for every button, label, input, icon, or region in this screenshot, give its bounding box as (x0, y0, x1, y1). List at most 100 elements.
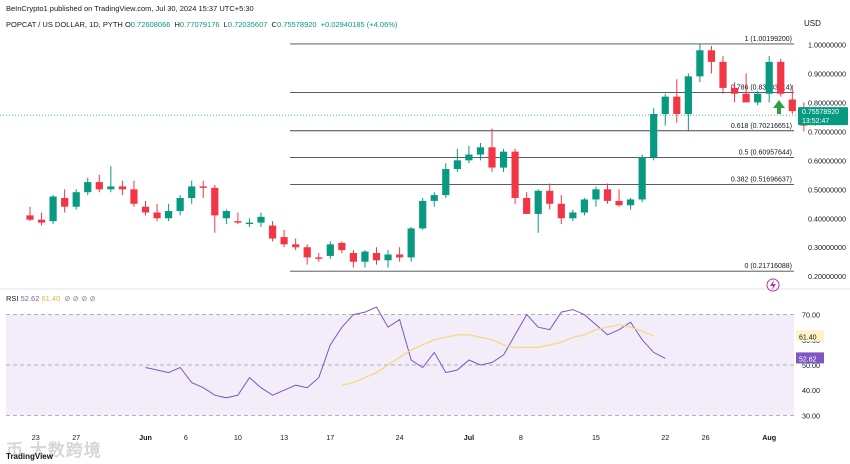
candle-body (188, 186, 196, 198)
fib-levels: 1 (1.00199200) 0.786 (0.83403814) 0.618 (0… (0, 36, 800, 272)
rsi-ma-line (341, 324, 654, 386)
candle-body (118, 186, 126, 190)
fib-label-0: 1 (1.00199200) (745, 36, 792, 43)
price-tick-label: 0.20000000 (808, 272, 846, 281)
candle-body (569, 212, 577, 219)
candle-body (95, 182, 103, 190)
ohlc-open-label: O (124, 20, 131, 29)
date-tick-label: 10 (234, 433, 242, 442)
candle-body (26, 215, 34, 220)
candle-body (684, 76, 692, 114)
tradingview-logo[interactable]: TradingView (6, 452, 53, 461)
date-tick-label: 26 (702, 433, 710, 442)
date-tick-label: Jul (464, 433, 474, 442)
candle-body (430, 195, 438, 201)
date-tick-label: 8 (519, 433, 523, 442)
rsi-ma-tag (796, 330, 824, 342)
price-tags: 0.75578920 13:52:47 61.40 52.62 (796, 107, 848, 364)
chart-icons (766, 100, 785, 292)
rsi-settings-icon[interactable]: ⊘ ⊘ ⊘ ⊘ (64, 294, 96, 303)
date-tick-label: 17 (326, 433, 334, 442)
rsi-tick-label: 50.00 (802, 361, 820, 370)
rsi-label: RSI (6, 294, 19, 303)
candle-body (523, 198, 531, 214)
candle-body (211, 187, 219, 216)
candle-body (719, 61, 727, 88)
candle-body (603, 189, 612, 201)
candle-body (199, 186, 207, 188)
candle-body (49, 196, 57, 222)
rsi-line (145, 306, 666, 399)
candle-body (465, 154, 473, 161)
candle-body (476, 147, 485, 155)
candle-body (661, 96, 669, 114)
rsi-tick-label: 70.00 (802, 311, 820, 320)
rsi-lines (145, 306, 666, 399)
candle-body (754, 93, 762, 103)
candle-body (534, 190, 542, 214)
fib-label-1: 0.786 (0.83403814) (731, 85, 792, 92)
price-tick-label: 0.60000000 (808, 156, 846, 165)
price-tick-label: 0.80000000 (808, 98, 846, 107)
rsi-legend[interactable]: RSI 52.62 61.40 ⊘ ⊘ ⊘ ⊘ (6, 294, 96, 303)
candle-body (176, 198, 184, 212)
symbol-legend[interactable]: POPCAT / US DOLLAR, 1D, PYTH O0.72608066… (6, 20, 399, 29)
rsi-tag (796, 352, 824, 364)
price-tick-label: 0.50000000 (808, 185, 846, 194)
price-tick-label: 0.30000000 (808, 243, 846, 252)
candle-body (84, 182, 92, 193)
candle-body (765, 61, 773, 94)
candle-body (268, 225, 277, 239)
flash-icon (766, 278, 780, 292)
candle-body (234, 221, 242, 223)
candle-body (707, 50, 716, 62)
candle-body (372, 253, 381, 261)
candle-body (419, 200, 427, 229)
axes: 1.00000000 0.90000000 0.80000000 0.70000000… (0, 40, 850, 442)
ohlc-low-label: L (223, 20, 228, 29)
fib-label-2: 0.618 (0.70216651) (731, 123, 792, 130)
candle-body (627, 199, 635, 206)
countdown-value: 13:52:47 (802, 118, 829, 125)
candle-body (638, 157, 646, 200)
fib-label-3: 0.5 (0.60957644) (739, 150, 792, 157)
rsi-tick-label: 40.00 (802, 386, 820, 395)
candle-body (777, 61, 785, 94)
rsi-value: 52.62 (20, 294, 40, 303)
candle-body (107, 186, 115, 190)
candle-body (222, 211, 230, 219)
price-tick-label: 0.90000000 (808, 69, 846, 78)
candle-body (130, 189, 138, 204)
rsi-ma-tag-value: 61.40 (799, 334, 817, 341)
publish-line: BeInCrypto1 published on TradingView.com… (6, 4, 254, 13)
candle-body (557, 203, 565, 219)
price-tick-label: 0.70000000 (808, 127, 846, 136)
candle-body (245, 222, 254, 225)
rsi-ma-value: 61.40 (41, 294, 61, 303)
currency-label[interactable]: USD (804, 19, 821, 28)
candle-body (673, 96, 681, 114)
candle-body (407, 228, 415, 258)
candle-body (338, 242, 346, 251)
watermark-logo: 币 大数跨境 (6, 441, 102, 460)
candle-body (37, 219, 46, 223)
date-tick-label: 22 (661, 433, 669, 442)
last-price-tag (798, 107, 848, 126)
candle-body (315, 257, 323, 259)
ohlc-close-label: C (271, 20, 277, 29)
ohlc-change: +0.02940185 (+4.06%) (320, 20, 398, 29)
candle-body (696, 50, 704, 77)
date-tick-label: 15 (592, 433, 600, 442)
ohlc-close-value: 0.75578920 (276, 20, 317, 29)
ohlc-high-value: 0.77079176 (179, 20, 220, 29)
candle-body (141, 206, 150, 213)
date-tick-label: 13 (280, 433, 288, 442)
ohlc-low-value: 0.72035607 (227, 20, 268, 29)
candle-body (349, 253, 357, 262)
candle-body (615, 200, 623, 206)
candle-body (280, 237, 288, 245)
rsi-tag-value: 52.62 (799, 356, 817, 363)
flash-icon-bolt (770, 280, 776, 290)
candle-body (580, 199, 588, 213)
candles (26, 44, 819, 268)
